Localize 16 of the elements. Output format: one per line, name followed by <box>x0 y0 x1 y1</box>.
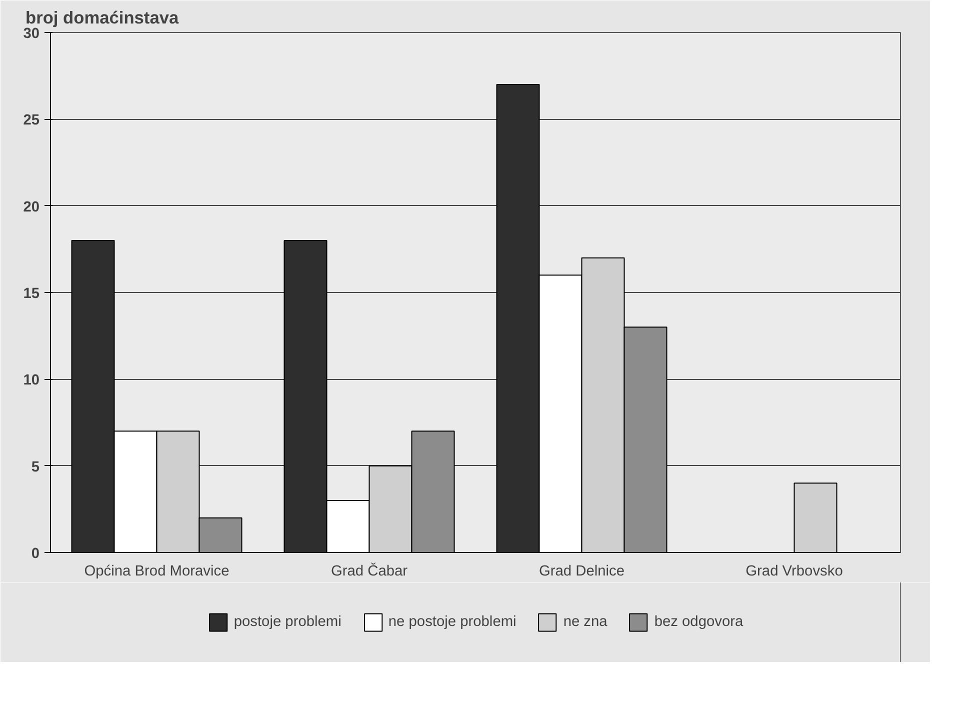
x-tick-label: Općina Brod Moravice <box>84 564 230 580</box>
legend-label: ne postoje problemi <box>388 614 516 630</box>
y-tick-label: 20 <box>23 199 40 216</box>
x-tick-label: Grad Vrbovsko <box>746 564 843 580</box>
legend-label: ne zna <box>563 614 608 630</box>
y-tick-label: 5 <box>31 459 40 476</box>
x-tick-label: Grad Čabar <box>330 562 408 580</box>
y-tick-label: 0 <box>31 546 40 562</box>
legend-label: bez odgovora <box>654 614 744 630</box>
y-tick-label: 10 <box>23 372 40 389</box>
y-tick-label: 15 <box>23 286 40 302</box>
legend-label: postoje problemi <box>234 614 342 630</box>
y-axis-title: broj domaćinstava <box>26 8 179 28</box>
x-tick-label: Grad Delnice <box>538 564 625 580</box>
y-tick-label: 25 <box>23 112 40 129</box>
y-tick-label: 30 <box>23 26 40 42</box>
